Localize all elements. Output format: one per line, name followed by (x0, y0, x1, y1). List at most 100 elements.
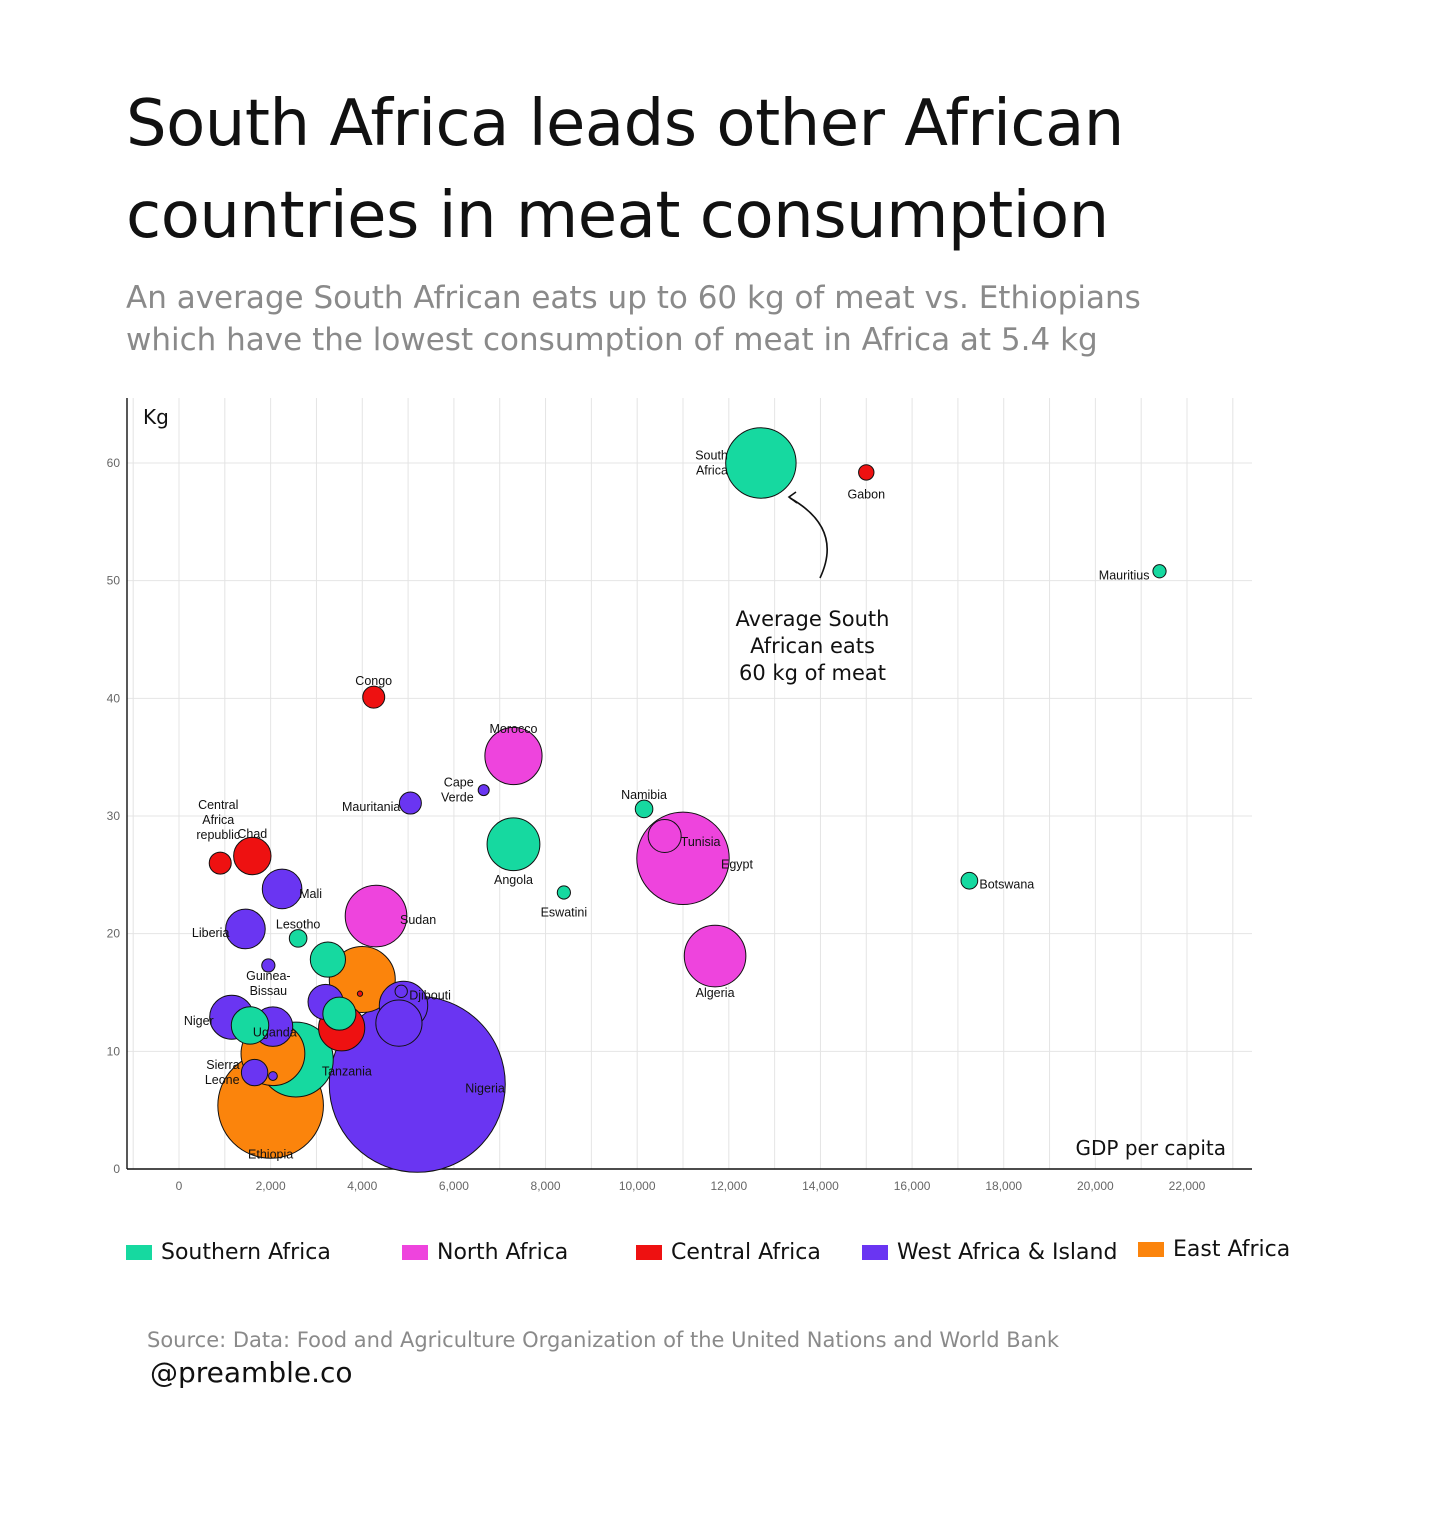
subtitle-line-2: which have the lowest consumption of mea… (126, 322, 1098, 358)
bubble-label: Mali (299, 887, 322, 901)
bubble-label: Morocco (490, 722, 538, 736)
bubble-label: Guinea-Bissau (246, 969, 290, 998)
bubble-mauritius (1152, 564, 1167, 579)
bubble-label-line: Botswana (979, 878, 1034, 892)
legend-label: Southern Africa (161, 1240, 331, 1265)
brand-handle: @preamble.co (150, 1356, 353, 1389)
bubble-label-line: Namibia (621, 788, 667, 802)
grid-lines (127, 398, 1252, 1169)
bubble-label-line: Eswatini (541, 905, 588, 919)
bubble-mali (261, 868, 303, 910)
y-axis-title: Kg (143, 405, 169, 429)
x-tick-label: 12,000 (710, 1179, 747, 1193)
x-tick-label: 4,000 (347, 1179, 377, 1193)
bubble-label-line: Tunisia (681, 835, 721, 849)
subtitle-line-1: An average South African eats up to 60 k… (126, 280, 1141, 316)
legend-west-africa-island: West Africa & Island (862, 1240, 1117, 1265)
bubble-label-line: Africa (202, 813, 234, 827)
bubble-label-line: Africa (696, 464, 728, 478)
bubble-label-line: Liberia (192, 926, 230, 940)
bubble-label-line: Chad (237, 827, 267, 841)
bubble-label: Ethiopia (248, 1147, 293, 1161)
bubble-label: Eswatini (541, 905, 588, 919)
bubble-label: Sierra Leone (205, 1058, 240, 1087)
bubble-lesotho (288, 929, 308, 948)
bubble-labels: South AfricaGabonMauritiusCongoMoroccoCap… (184, 449, 1150, 1162)
legend-swatch (402, 1245, 428, 1260)
legend-swatch (1138, 1242, 1164, 1257)
bubble-label-line: Djibouti (409, 988, 451, 1002)
bubble-label-line: Angola (494, 873, 533, 887)
x-tick-label: 6,000 (439, 1179, 469, 1193)
bubble-sudan (344, 884, 408, 948)
legend-central-africa: Central Africa (636, 1240, 821, 1265)
bubble-algeria (683, 924, 747, 988)
x-tick-label: 0 (176, 1179, 183, 1193)
legend-label: Central Africa (671, 1240, 821, 1265)
bubble-cape-verde (477, 784, 490, 797)
bubble-label: Chad (237, 827, 267, 841)
bubble-label-line: Bissau (250, 984, 288, 998)
bubble-label: Congo (355, 674, 392, 688)
bubble-label: Mauritius (1099, 568, 1150, 582)
bubble-label-line: Guinea- (246, 969, 290, 983)
bubble-label-line: Cape (444, 776, 474, 790)
bubble-chad (233, 836, 272, 876)
bubble-label-line: Central (198, 798, 238, 812)
bubble-eswatini (556, 885, 571, 900)
annotation-note: Average South African eats 60 kg of meat (700, 606, 925, 687)
bubble-unlabeled (309, 941, 347, 978)
bubbles (208, 427, 1167, 1173)
bubble-label: Cape Verde (441, 776, 474, 805)
bubble-label: South Africa (695, 449, 728, 478)
legend-swatch (636, 1245, 662, 1260)
bubble-label: Mauritania (342, 800, 400, 814)
bubble-label-line: Lesotho (276, 917, 321, 931)
bubble-label-line: Nigeria (465, 1081, 505, 1095)
x-tick-label: 20,000 (1077, 1179, 1114, 1193)
x-tick-label: 8,000 (531, 1179, 561, 1193)
y-tick-label: 60 (107, 456, 121, 470)
y-tick-label: 30 (107, 809, 121, 823)
bubble-label: Namibia (621, 788, 667, 802)
bubble-label: Niger (184, 1014, 214, 1028)
bubble-label-line: Niger (184, 1014, 214, 1028)
bubble-label: Uganda (253, 1026, 297, 1040)
bubble-label: Gabon (848, 487, 886, 501)
bubble-botswana (960, 871, 979, 890)
bubble-label-line: South (695, 449, 728, 463)
bubble-south-africa (725, 427, 797, 499)
bubble-label-line: Leone (205, 1073, 240, 1087)
bubble-label: Botswana (979, 878, 1034, 892)
source-note: Source: Data: Food and Agriculture Organ… (147, 1328, 1060, 1352)
bubble-central-africa-republic (208, 851, 232, 875)
bubble-label: Tanzania (322, 1065, 372, 1079)
bubble-label-line: Mauritania (342, 800, 400, 814)
bubble-unlabeled (268, 1071, 278, 1081)
y-tick-label: 20 (107, 927, 121, 941)
bubble-egypt (636, 811, 730, 906)
annotation-line-3: 60 kg of meat (739, 661, 886, 685)
legend-label: East Africa (1173, 1237, 1291, 1262)
bubble-label: Djibouti (409, 988, 451, 1002)
legend: Southern Africa North Africa Central Afr… (0, 1237, 1456, 1280)
bubble-label-line: Sierra (206, 1058, 239, 1072)
legend-label: West Africa & Island (897, 1240, 1118, 1265)
x-tick-label: 2,000 (256, 1179, 286, 1193)
bubble-label: Tunisia (681, 835, 721, 849)
bubble-label: Liberia (192, 926, 230, 940)
title-line-1: South Africa leads other African (126, 87, 1124, 161)
legend-southern-africa: Southern Africa (126, 1240, 331, 1265)
bubble-label: Algeria (696, 986, 735, 1000)
x-tick-label: 16,000 (894, 1179, 931, 1193)
bubble-label-line: Morocco (490, 722, 538, 736)
bubble-label-line: Congo (355, 674, 392, 688)
bubble-label: Sudan (400, 913, 436, 927)
chart-title: South Africa leads other African countri… (126, 78, 1366, 262)
bubble-guinea-bissau (261, 958, 276, 973)
bubble-label-line: Mauritius (1099, 568, 1150, 582)
bubble-unlabeled (356, 990, 364, 997)
bubble-label-line: Tanzania (322, 1065, 372, 1079)
bubble-chart: 0 2,000 4,000 6,000 8,000 10,000 12,000 14,000 1… (107, 398, 1252, 1193)
y-tick-label: 0 (113, 1162, 120, 1176)
